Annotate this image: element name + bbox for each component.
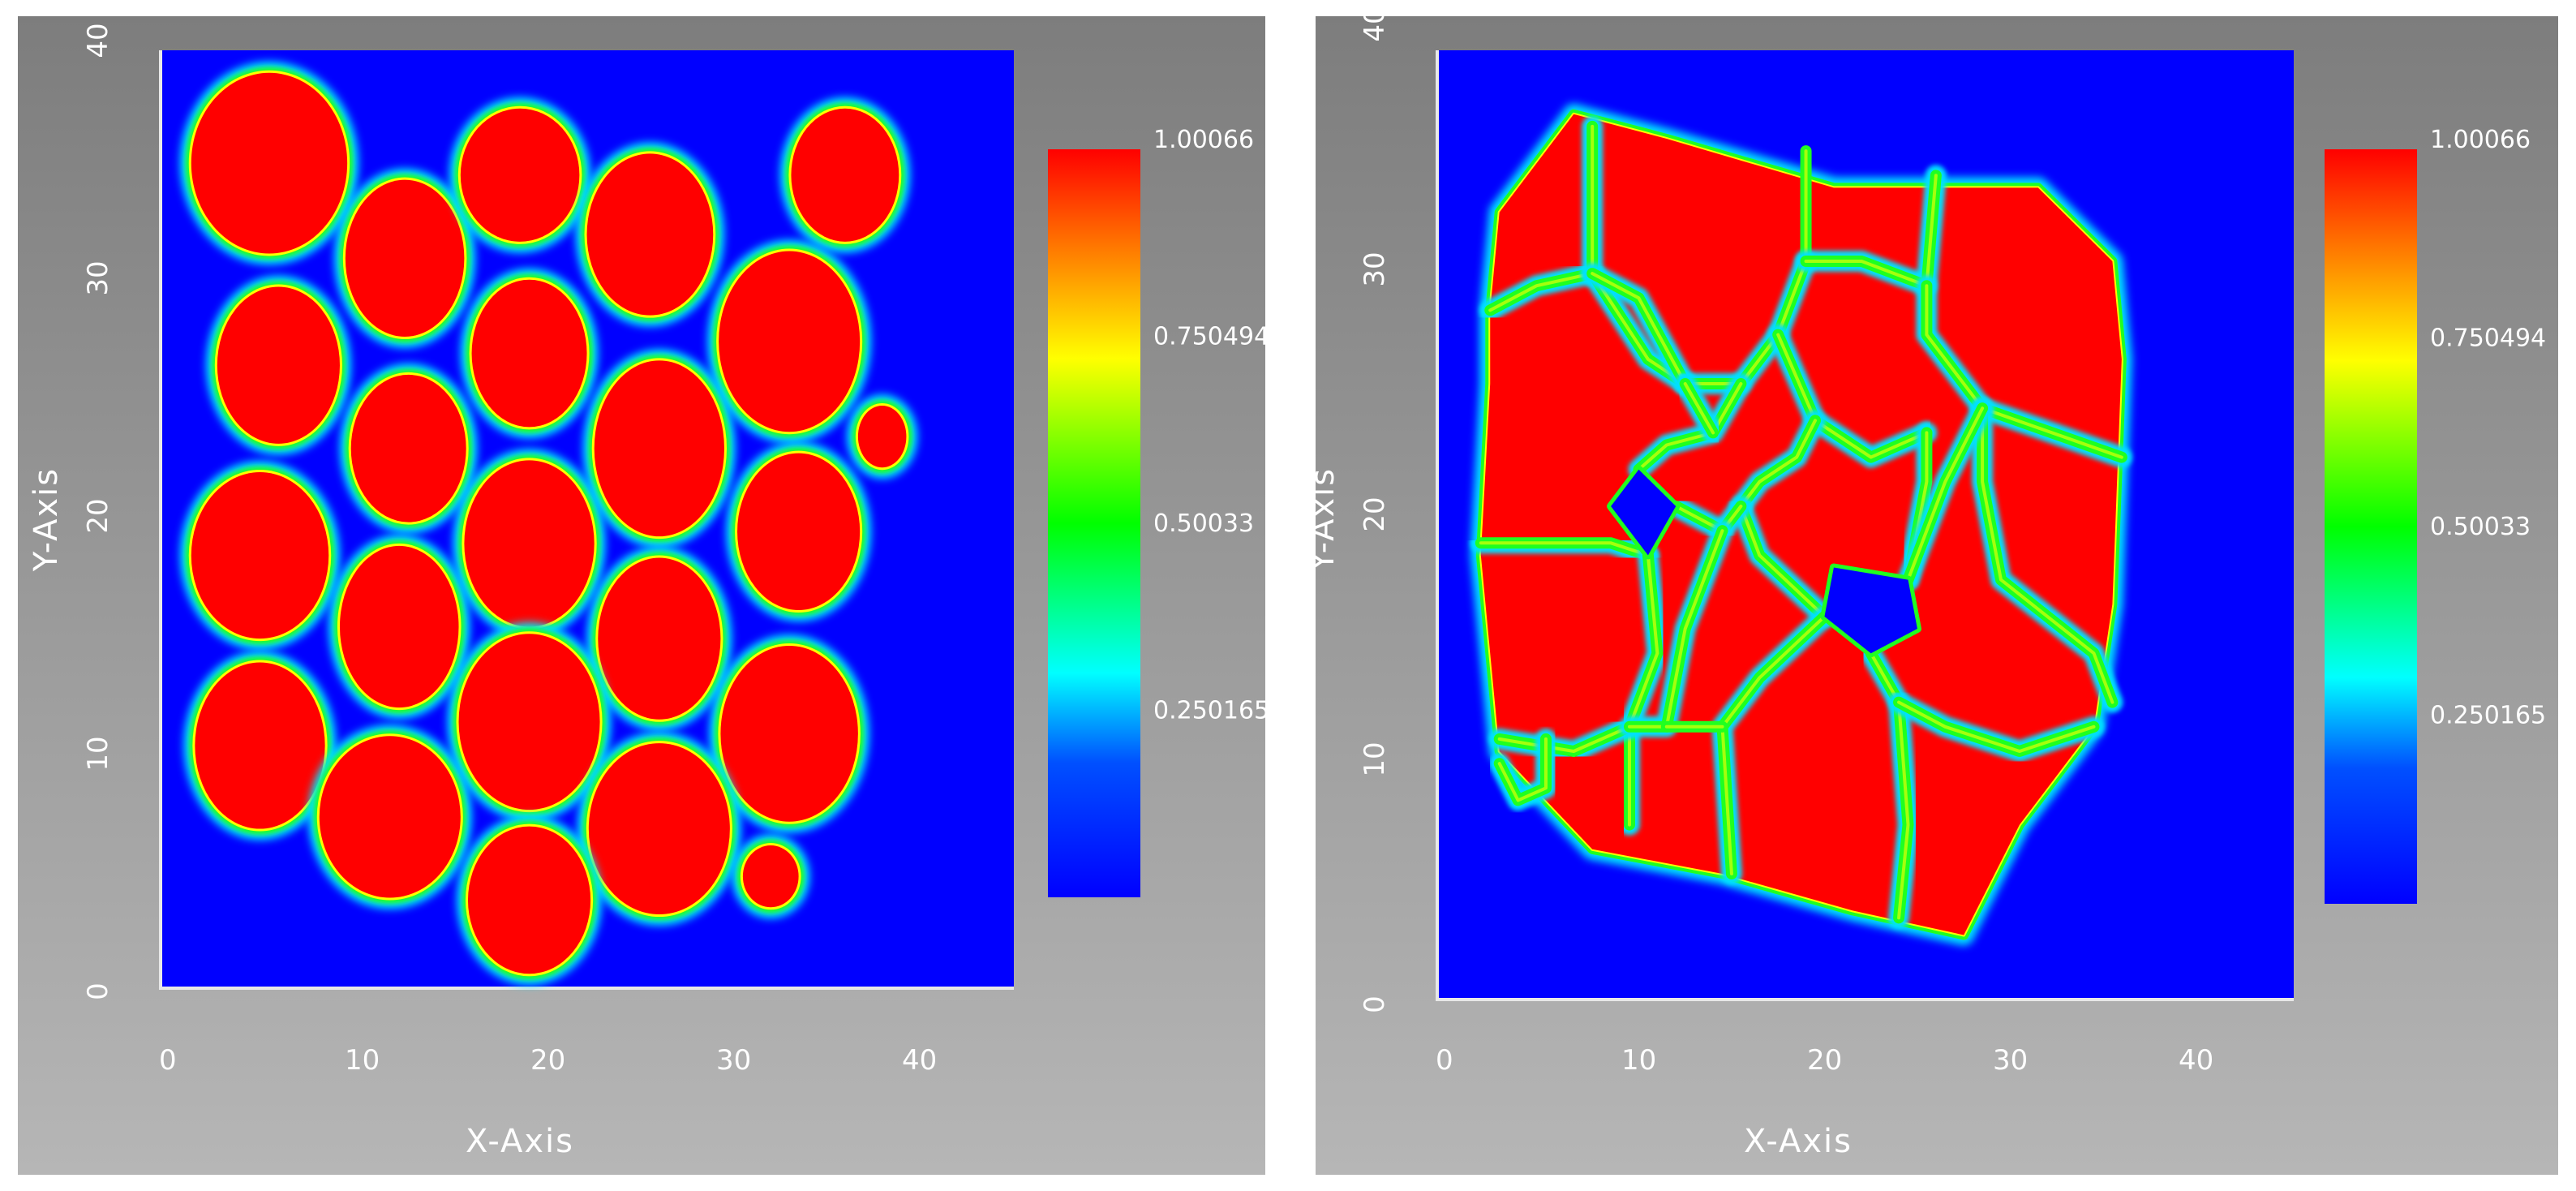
boundary-edge — [1479, 541, 1650, 557]
y-axis-title: Y-Axis — [1304, 467, 1342, 572]
field-layer — [1470, 103, 2132, 946]
colorbar — [2325, 149, 2417, 904]
boundary-edge — [1739, 505, 1827, 618]
colorbar — [1048, 149, 1140, 897]
boundary-edge — [1739, 419, 1817, 508]
x-tick-label: 30 — [716, 1044, 751, 1077]
colorbar-label: 0.750494 — [2430, 325, 2546, 353]
grain-8 — [719, 251, 861, 432]
grain-13 — [464, 460, 595, 627]
boundary-edge — [1591, 272, 1687, 385]
y-tick-label: 40 — [1359, 6, 1391, 41]
axis-lines — [1436, 50, 2294, 1001]
x-tick-label: 20 — [1807, 1044, 1842, 1077]
x-axis-title: X-Axis — [1744, 1123, 1853, 1160]
grain-20 — [319, 736, 461, 898]
boundary-edge — [1804, 174, 1938, 288]
grain-14 — [737, 453, 861, 610]
boundary-edge — [1981, 406, 2114, 704]
y-tick-label: 10 — [1359, 742, 1391, 776]
boundary-edge — [1497, 724, 1631, 753]
grain-5 — [791, 108, 899, 242]
grain-7 — [471, 279, 587, 428]
y-axis-title: Y-Axis — [28, 467, 65, 572]
x-tick-label: 40 — [902, 1044, 937, 1077]
boundary-edge — [1637, 382, 1743, 471]
y-tick-label: 10 — [82, 736, 114, 771]
x-tick-label: 10 — [1621, 1044, 1656, 1077]
x-tick-label: 10 — [345, 1044, 380, 1077]
colorbar-label: 0.50033 — [2430, 513, 2531, 541]
grain-22 — [467, 826, 591, 974]
boundary-edge — [1897, 700, 2096, 753]
grain-6 — [217, 286, 340, 444]
grain-11 — [857, 406, 907, 468]
grain-23 — [742, 845, 799, 908]
x-tick-label: 20 — [530, 1044, 565, 1077]
grain-3 — [460, 108, 580, 242]
boundary-edge — [1869, 651, 1910, 920]
colorbar-label: 0.250165 — [2430, 702, 2546, 730]
y-tick-label: 0 — [1359, 995, 1391, 1013]
colorbar-label: 1.00066 — [2430, 126, 2531, 154]
boundary-edge — [1488, 272, 1595, 312]
boundary-edge — [1628, 529, 1724, 729]
grain-16 — [598, 557, 721, 720]
grain-2 — [345, 179, 465, 338]
grain-18 — [458, 634, 600, 810]
grain-1 — [191, 72, 348, 254]
colorbar-label: 0.250165 — [1153, 697, 1269, 725]
y-tick-label: 20 — [82, 498, 114, 533]
boundary-edge — [1776, 333, 1929, 459]
x-tick-label: 30 — [1993, 1044, 2028, 1077]
x-tick-label: 0 — [1436, 1044, 1453, 1077]
colorbar-label: 0.50033 — [1153, 510, 1254, 538]
x-tick-label: 40 — [2179, 1044, 2213, 1077]
boundary-edge — [1906, 406, 1985, 582]
y-tick-label: 0 — [82, 982, 114, 1000]
y-tick-label: 30 — [1359, 252, 1391, 286]
boundary-edge — [1925, 284, 2123, 459]
pore-1 — [1611, 469, 1677, 556]
colorbar-label: 1.00066 — [1153, 126, 1254, 154]
axis-lines — [159, 50, 1014, 990]
grain-21 — [588, 743, 730, 915]
grain-4 — [586, 153, 714, 316]
colorbar-label: 0.750494 — [1153, 323, 1269, 351]
boundary-edge — [1720, 614, 1827, 875]
boundary-edge — [1497, 737, 1548, 802]
grain-12 — [191, 472, 329, 639]
grain-17 — [195, 662, 325, 829]
y-tick-label: 30 — [82, 260, 114, 295]
right-render-view[interactable]: 0 10 20 30 40 0 10 20 30 40 X-Axis Y-Axis 1.00066 0.7… — [1298, 0, 2576, 1191]
left-render-view[interactable]: 0 10 20 30 40 0 10 20 30 40 X-Axis Y-Axis 1.00066 0.7… — [0, 0, 1283, 1191]
left-chart-svg: 0 10 20 30 40 0 10 20 30 40 X-Axis Y-Axis 1.00066 0.7… — [18, 16, 1269, 1175]
pore-2 — [1824, 567, 1917, 654]
y-tick-label: 40 — [82, 23, 114, 58]
field-layer — [179, 61, 918, 986]
x-tick-label: 0 — [159, 1044, 177, 1077]
boundary-edge — [1683, 382, 1715, 435]
grain-10 — [594, 360, 724, 537]
x-axis-title: X-Axis — [466, 1123, 574, 1160]
y-tick-label: 20 — [1359, 497, 1391, 531]
boundary-edge — [1628, 553, 1659, 827]
grain-15 — [339, 545, 459, 708]
grain-19 — [720, 645, 858, 822]
boundary-edge — [1683, 260, 1808, 385]
right-chart-svg: 0 10 20 30 40 0 10 20 30 40 X-Axis Y-Axis 1.00066 0.7… — [1304, 6, 2558, 1175]
grain-9 — [350, 374, 466, 522]
